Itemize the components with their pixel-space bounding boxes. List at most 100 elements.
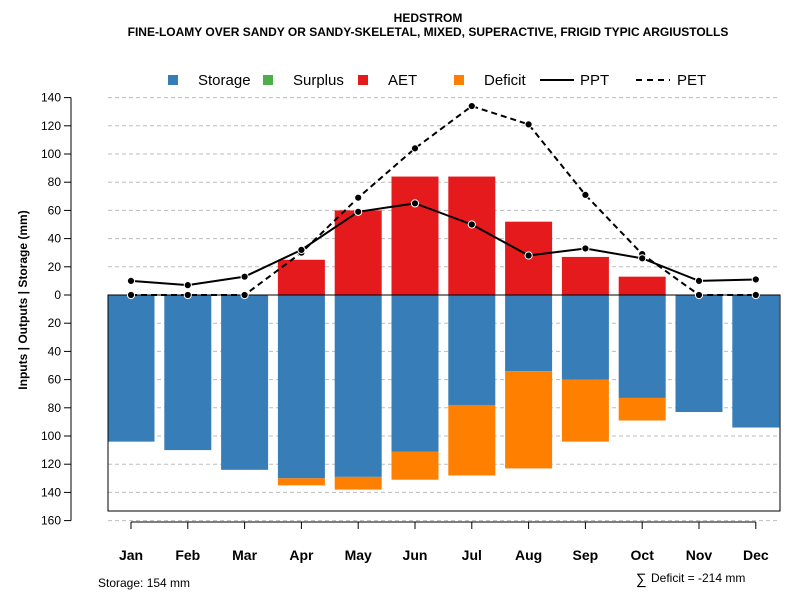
y-tick-label: 20: [48, 316, 62, 330]
y-tick-label: 140: [41, 91, 61, 105]
deficit-note: Deficit = -214 mm: [651, 571, 745, 585]
y-tick-label: 0: [54, 288, 61, 302]
ppt-point: [581, 244, 590, 253]
storage-bar: [334, 295, 382, 477]
storage-bar: [221, 295, 269, 470]
y-tick-label: 20: [48, 260, 62, 274]
x-tick-label: Jul: [462, 547, 482, 563]
y-tick-label: 120: [41, 119, 61, 133]
sum-symbol: ∑: [636, 571, 647, 588]
x-tick-label: May: [345, 547, 372, 563]
lines: [126, 101, 760, 300]
x-tick-label: Apr: [289, 547, 314, 563]
chart-subtitle: FINE-LOAMY OVER SANDY OR SANDY-SKELETAL,…: [128, 25, 729, 39]
deficit-bar: [618, 397, 666, 421]
pet-point: [751, 290, 760, 300]
pet-line: [131, 104, 756, 296]
y-tick-label: 80: [48, 401, 62, 415]
legend-deficit-label: Deficit: [484, 72, 527, 89]
x-tick-label: Dec: [743, 547, 769, 563]
aet-bar: [618, 276, 666, 295]
pet-point: [581, 190, 590, 199]
storage-bar: [732, 295, 780, 428]
pet-point: [183, 290, 192, 300]
aet-bar: [334, 210, 382, 295]
ppt-point: [240, 272, 249, 281]
storage-bar: [618, 295, 666, 398]
aet-bar: [277, 259, 325, 295]
storage-bar: [675, 295, 723, 413]
y-tick-label: 60: [48, 373, 62, 387]
legend-aet-swatch: [358, 75, 368, 85]
storage-bar: [448, 295, 496, 405]
pet-point: [126, 290, 136, 300]
legend: Storage Surplus AET Deficit PPT PET: [168, 72, 706, 89]
ppt-point: [524, 251, 533, 260]
chart-title: HEDSTROM: [394, 11, 463, 25]
x-tick-label: Feb: [175, 547, 200, 563]
storage-bar: [277, 295, 325, 479]
storage-bar: [505, 295, 553, 372]
y-tick-label: 100: [41, 429, 61, 443]
legend-storage-label: Storage: [198, 72, 251, 89]
gridlines: [108, 97, 780, 522]
deficit-bar: [505, 371, 553, 469]
legend-storage-swatch: [168, 75, 178, 85]
ppt-point: [183, 281, 192, 290]
bars: [107, 176, 780, 490]
deficit-bar: [391, 451, 439, 480]
y-tick-label: 40: [48, 344, 62, 358]
deficit-bar: [277, 478, 325, 486]
x-tick-label: Oct: [631, 547, 655, 563]
y-tick-label: 80: [48, 175, 62, 189]
x-tick-label: Aug: [515, 547, 542, 563]
legend-ppt-label: PPT: [580, 72, 609, 89]
deficit-bar: [334, 476, 382, 490]
y-tick-label: 100: [41, 147, 61, 161]
x-tick-label: Jun: [403, 547, 428, 563]
aet-bar: [391, 176, 439, 295]
storage-bar: [164, 295, 212, 451]
storage-bar: [561, 295, 609, 380]
x-axis: Jan Feb Mar Apr May Jun Jul Aug Sep Oct Nov Dec: [119, 521, 769, 563]
pet-point: [467, 101, 476, 111]
legend-surplus-label: Surplus: [293, 72, 344, 89]
aet-bar: [561, 256, 609, 295]
x-tick-label: Mar: [232, 547, 257, 563]
y-tick-label: 40: [48, 232, 62, 246]
ppt-point: [410, 199, 420, 208]
ppt-point: [751, 275, 760, 284]
ppt-point: [354, 207, 363, 216]
legend-deficit-swatch: [454, 75, 464, 85]
deficit-bar: [561, 379, 609, 442]
pet-point: [354, 193, 363, 202]
storage-bar: [391, 295, 439, 452]
ppt-point: [638, 254, 647, 263]
y-tick-label: 140: [41, 485, 61, 499]
y-axis: 140 120 100 80 60 40 20 0 20 40 60 80 100 120 140 160: [41, 91, 72, 528]
ppt-point: [467, 220, 476, 229]
x-tick-label: Nov: [686, 547, 713, 563]
ppt-point: [694, 276, 704, 285]
storage-bar: [107, 295, 155, 442]
pet-point: [524, 120, 533, 129]
y-tick-label: 60: [48, 203, 62, 217]
aet-bar: [448, 176, 496, 295]
y-tick-label: 120: [41, 457, 61, 471]
y-axis-label: Inputs | Outputs | Storage (mm): [16, 210, 30, 389]
legend-pet-label: PET: [677, 72, 706, 89]
deficit-bar: [448, 404, 496, 476]
x-tick-label: Sep: [573, 547, 599, 563]
ppt-point: [297, 245, 306, 254]
pet-point: [410, 144, 420, 153]
x-tick-label: Jan: [119, 547, 143, 563]
legend-aet-label: AET: [388, 72, 417, 89]
ppt-line: [130, 202, 756, 287]
pet-point: [694, 290, 704, 300]
y-tick-label: 160: [41, 514, 61, 528]
pet-point: [240, 290, 249, 300]
storage-note: Storage: 154 mm: [98, 576, 190, 590]
ppt-point: [126, 276, 136, 285]
legend-surplus-swatch: [263, 75, 273, 85]
